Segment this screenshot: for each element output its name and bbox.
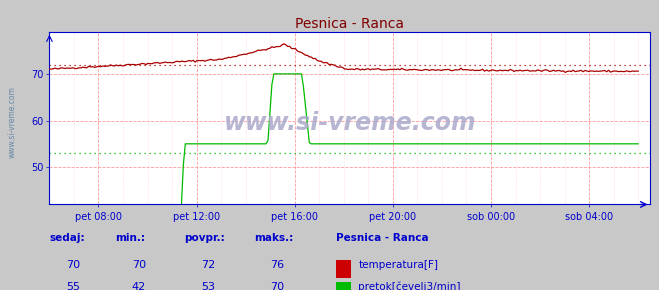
Text: temperatura[F]: temperatura[F] — [358, 260, 438, 269]
Text: 70: 70 — [270, 282, 284, 290]
Text: www.si-vreme.com: www.si-vreme.com — [223, 111, 476, 135]
Text: 76: 76 — [270, 260, 284, 269]
Text: 55: 55 — [66, 282, 80, 290]
Text: 70: 70 — [66, 260, 80, 269]
Text: sedaj:: sedaj: — [49, 233, 85, 243]
Text: 42: 42 — [132, 282, 146, 290]
Text: www.si-vreme.com: www.si-vreme.com — [8, 86, 17, 158]
Text: 72: 72 — [201, 260, 215, 269]
Text: Pesnica - Ranca: Pesnica - Ranca — [336, 233, 429, 243]
Text: povpr.:: povpr.: — [185, 233, 225, 243]
Text: 70: 70 — [132, 260, 146, 269]
Title: Pesnica - Ranca: Pesnica - Ranca — [295, 17, 405, 31]
Text: pretok[čevelj3/min]: pretok[čevelj3/min] — [358, 282, 461, 290]
Text: maks.:: maks.: — [254, 233, 293, 243]
Text: 53: 53 — [201, 282, 215, 290]
Text: min.:: min.: — [115, 233, 146, 243]
